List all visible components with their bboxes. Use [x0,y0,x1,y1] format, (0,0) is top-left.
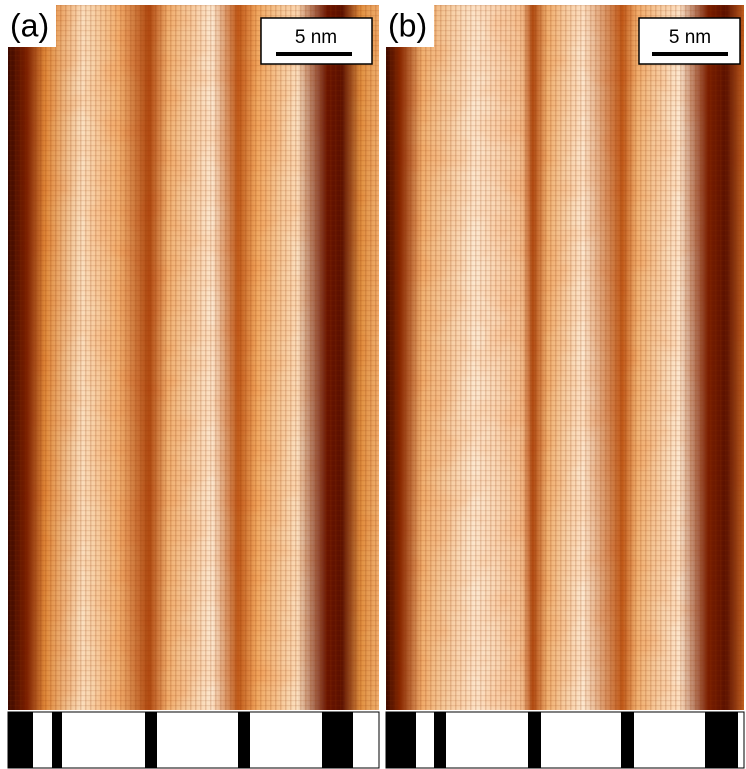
scale-bar-label: 5 nm [669,27,711,48]
strip-bars [386,712,738,768]
lattice [386,5,744,710]
scale-bar-box [638,17,741,65]
lattice [8,5,379,710]
panel-label: (b) [388,7,427,43]
label-box [8,5,56,47]
label-box [386,5,434,47]
scale-bar-box [260,17,373,65]
scale-bar [652,52,728,56]
panel-a: (a) 5 nm [7,5,380,769]
scale-bar-label: 5 nm [295,27,337,48]
strip-bars [8,712,353,768]
scale-bar [276,52,352,56]
panel-label: (a) [10,7,49,43]
strip [7,711,380,769]
panel-b: (b) 5 nm [385,5,745,769]
